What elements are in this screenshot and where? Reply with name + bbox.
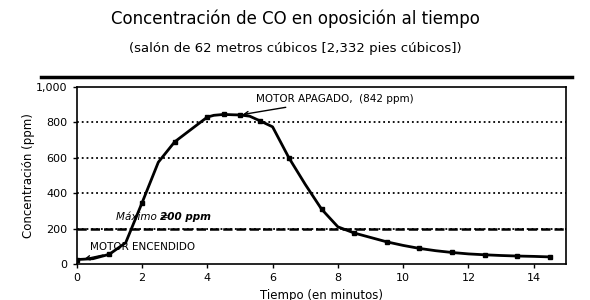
Text: MOTOR APAGADO,  (842 ppm): MOTOR APAGADO, (842 ppm)	[244, 94, 414, 116]
Text: MOTOR ENCENDIDO: MOTOR ENCENDIDO	[86, 242, 195, 260]
X-axis label: Tiempo (en minutos): Tiempo (en minutos)	[260, 289, 383, 300]
Text: Concentración de CO en oposición al tiempo: Concentración de CO en oposición al tiem…	[110, 9, 480, 28]
Y-axis label: Concentración (ppm): Concentración (ppm)	[22, 113, 35, 238]
Text: (salón de 62 metros cúbicos [2,332 pies cúbicos]): (salón de 62 metros cúbicos [2,332 pies …	[129, 42, 461, 55]
Text: Máximo =: Máximo =	[116, 212, 172, 222]
Text: 200 ppm: 200 ppm	[160, 212, 211, 222]
